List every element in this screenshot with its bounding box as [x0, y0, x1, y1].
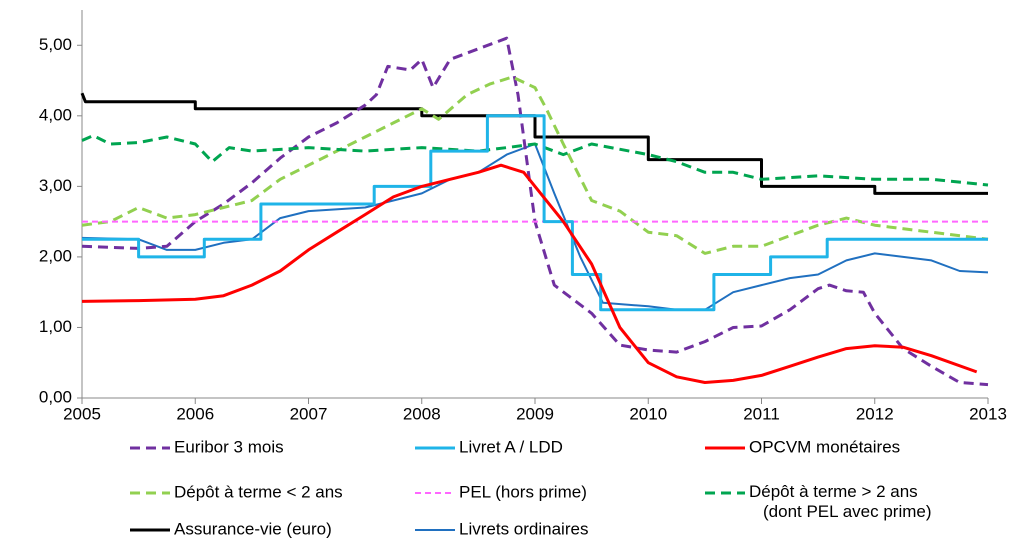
series-line — [81, 163, 978, 384]
y-tick-label: 0,00 — [39, 387, 72, 406]
series-line — [81, 36, 989, 387]
series-line — [82, 114, 988, 312]
x-tick-label: 2007 — [290, 404, 328, 423]
series-line — [81, 143, 989, 311]
legend-label: Dépôt à terme > 2 ans (dont PEL avec prim… — [749, 482, 932, 521]
legend-label: PEL (hors prime) — [459, 482, 587, 501]
x-tick-label: 2013 — [969, 404, 1007, 423]
x-tick-label: 2009 — [516, 404, 554, 423]
series-line — [80, 92, 988, 195]
legend-label: Assurance-vie (euro) — [174, 519, 332, 538]
x-tick-label: 2010 — [629, 404, 667, 423]
legend-label: Livrets ordinaires — [459, 519, 588, 538]
y-tick-label: 1,00 — [39, 317, 72, 336]
y-tick-label: 3,00 — [39, 176, 72, 195]
y-tick-label: 5,00 — [39, 35, 72, 54]
x-tick-label: 2012 — [856, 404, 894, 423]
x-tick-label: 2006 — [176, 404, 214, 423]
x-tick-label: 2011 — [743, 404, 780, 423]
x-tick-label: 2008 — [403, 404, 441, 423]
series-line — [81, 134, 989, 187]
series-line — [81, 75, 989, 255]
legend-label: Dépôt à terme < 2 ans — [174, 482, 343, 501]
legend-label: OPCVM monétaires — [749, 437, 900, 456]
y-tick-label: 4,00 — [39, 105, 72, 124]
x-tick-label: 2005 — [63, 404, 101, 423]
legend-label: Euribor 3 mois — [174, 437, 284, 456]
legend-label: Livret A / LDD — [459, 437, 563, 456]
y-tick-label: 2,00 — [39, 246, 72, 265]
